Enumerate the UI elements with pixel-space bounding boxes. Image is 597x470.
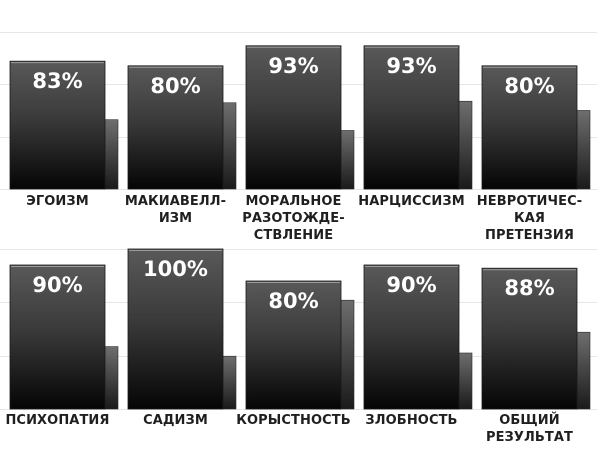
value-label: 100% [143, 257, 208, 281]
bar [481, 65, 578, 190]
secondary-bar [221, 355, 237, 410]
secondary-bar [339, 130, 355, 190]
category-label: САДИЗМ [143, 413, 208, 428]
secondary-bar [221, 102, 237, 190]
value-label: 83% [32, 69, 82, 93]
value-label: 93% [386, 54, 436, 78]
category-label: ПСИХОПАТИЯ [5, 413, 110, 428]
bar [245, 280, 342, 410]
value-label: 80% [268, 289, 318, 313]
secondary-bar [103, 119, 119, 190]
category-label: НЕВРОТИЧЕС- КАЯ ПРЕТЕНЗИЯ [476, 194, 583, 243]
value-label: 90% [32, 273, 82, 297]
bar [245, 45, 342, 190]
secondary-bar [457, 352, 473, 410]
category-label: МОРАЛЬНОЕ РАЗОТОЖДЕ- СТВЛЕНИЕ [242, 194, 345, 243]
value-label: 80% [504, 74, 554, 98]
value-label: 90% [386, 273, 436, 297]
value-label: 88% [504, 276, 554, 300]
category-label: МАКИАВЕЛЛ- ИЗМ [124, 194, 227, 226]
bar [9, 60, 106, 190]
bar [127, 65, 224, 190]
secondary-bar [457, 100, 473, 190]
bar [363, 264, 460, 410]
secondary-bar [103, 346, 119, 410]
bar [127, 248, 224, 410]
category-label: КОРЫСТНОСТЬ [236, 413, 351, 428]
value-label: 93% [268, 54, 318, 78]
category-label: ЗЛОБНОСТЬ [365, 413, 458, 428]
category-label: ЭГОИЗМ [26, 194, 89, 209]
secondary-bar [575, 331, 591, 410]
category-label: НАРЦИССИЗМ [358, 194, 465, 209]
bar [9, 264, 106, 410]
category-label: ОБЩИЙ РЕЗУЛЬТАТ [485, 413, 574, 445]
secondary-bar [575, 110, 591, 190]
bar [481, 267, 578, 410]
bar [363, 45, 460, 190]
value-label: 80% [150, 74, 200, 98]
secondary-bar [339, 299, 355, 410]
